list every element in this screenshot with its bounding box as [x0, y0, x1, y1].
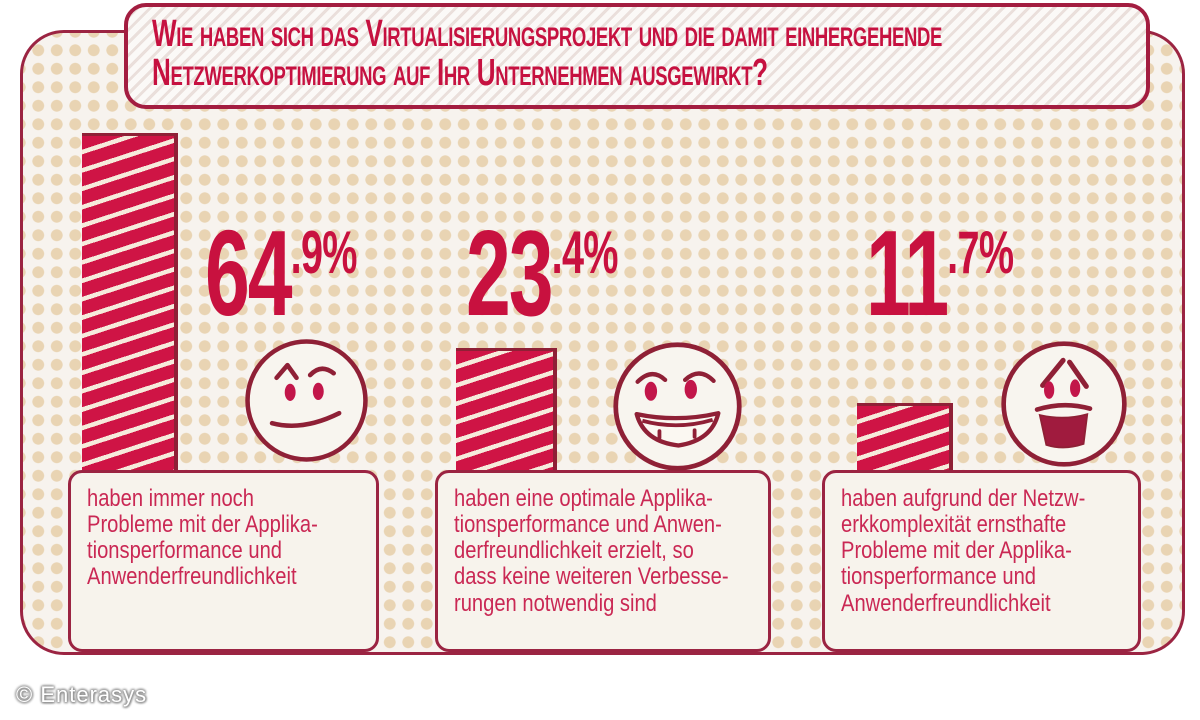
description-line: tionsperformance und Anwen-: [454, 511, 722, 539]
question-title-line-1: Wie haben sich das Virtualisierungsproje…: [152, 13, 942, 55]
description-box-still-problems: haben immer noch Probleme mit der Applik…: [68, 470, 379, 652]
question-title-line-2: Netzwerkoptimierung auf Ihr Unternehmen …: [152, 51, 768, 94]
percent-integer: 11: [866, 205, 949, 341]
percent-label-serious-problems: 11.7%: [866, 212, 1089, 334]
description-line: Probleme mit der Applika-: [841, 537, 1072, 565]
percent-label-still-problems: 64.9%: [205, 212, 435, 334]
percent-integer: 23: [466, 205, 554, 341]
description-text: haben immer noch Probleme mit der Applik…: [87, 485, 366, 591]
percent-label-optimal-performance: 23.4%: [466, 212, 696, 334]
question-title-box: Wie haben sich das Virtualisierungsproje…: [124, 3, 1150, 109]
percent-fraction: .4%: [551, 219, 619, 286]
copyright-credit: © Enterasys: [16, 682, 148, 707]
skeptical-face-icon: [243, 337, 370, 464]
happy-face-icon: [611, 340, 744, 473]
shocked-face-icon: [999, 339, 1129, 469]
bar-serious-problems: [857, 403, 953, 472]
description-line: Probleme mit der Applika-: [87, 511, 318, 539]
description-line: haben immer noch: [87, 485, 254, 512]
description-line: erkkomplexität ernsthafte: [841, 511, 1067, 539]
description-text: haben eine optimale Applika- tionsperfor…: [454, 485, 758, 617]
description-line: Anwenderfreundlichkeit: [841, 589, 1051, 617]
bar-optimal-performance: [456, 348, 557, 472]
description-box-serious-problems: haben aufgrund der Netzw- erkkomplexität…: [822, 470, 1141, 652]
description-line: haben aufgrund der Netzw-: [841, 485, 1086, 512]
percent-fraction: .9%: [290, 219, 358, 286]
description-box-optimal-performance: haben eine optimale Applika- tionsperfor…: [435, 470, 771, 652]
description-line: derfreundlichkeit erzielt, so: [454, 537, 694, 565]
description-line: haben eine optimale Applika-: [454, 485, 713, 512]
description-line: rungen notwendig sind: [454, 589, 657, 617]
percent-integer: 64: [205, 205, 293, 341]
description-line: tionsperformance und: [841, 563, 1036, 591]
description-line: dass keine weiteren Verbesse-: [454, 563, 729, 591]
description-text: haben aufgrund der Netzw- erkkomplexität…: [841, 485, 1128, 617]
description-line: tionsperformance und: [87, 537, 282, 565]
bar-still-problems: [82, 133, 178, 472]
description-line: Anwenderfreundlichkeit: [87, 563, 297, 591]
question-title: Wie haben sich das Virtualisierungsproje…: [152, 15, 1146, 93]
percent-fraction: .7%: [947, 219, 1014, 286]
